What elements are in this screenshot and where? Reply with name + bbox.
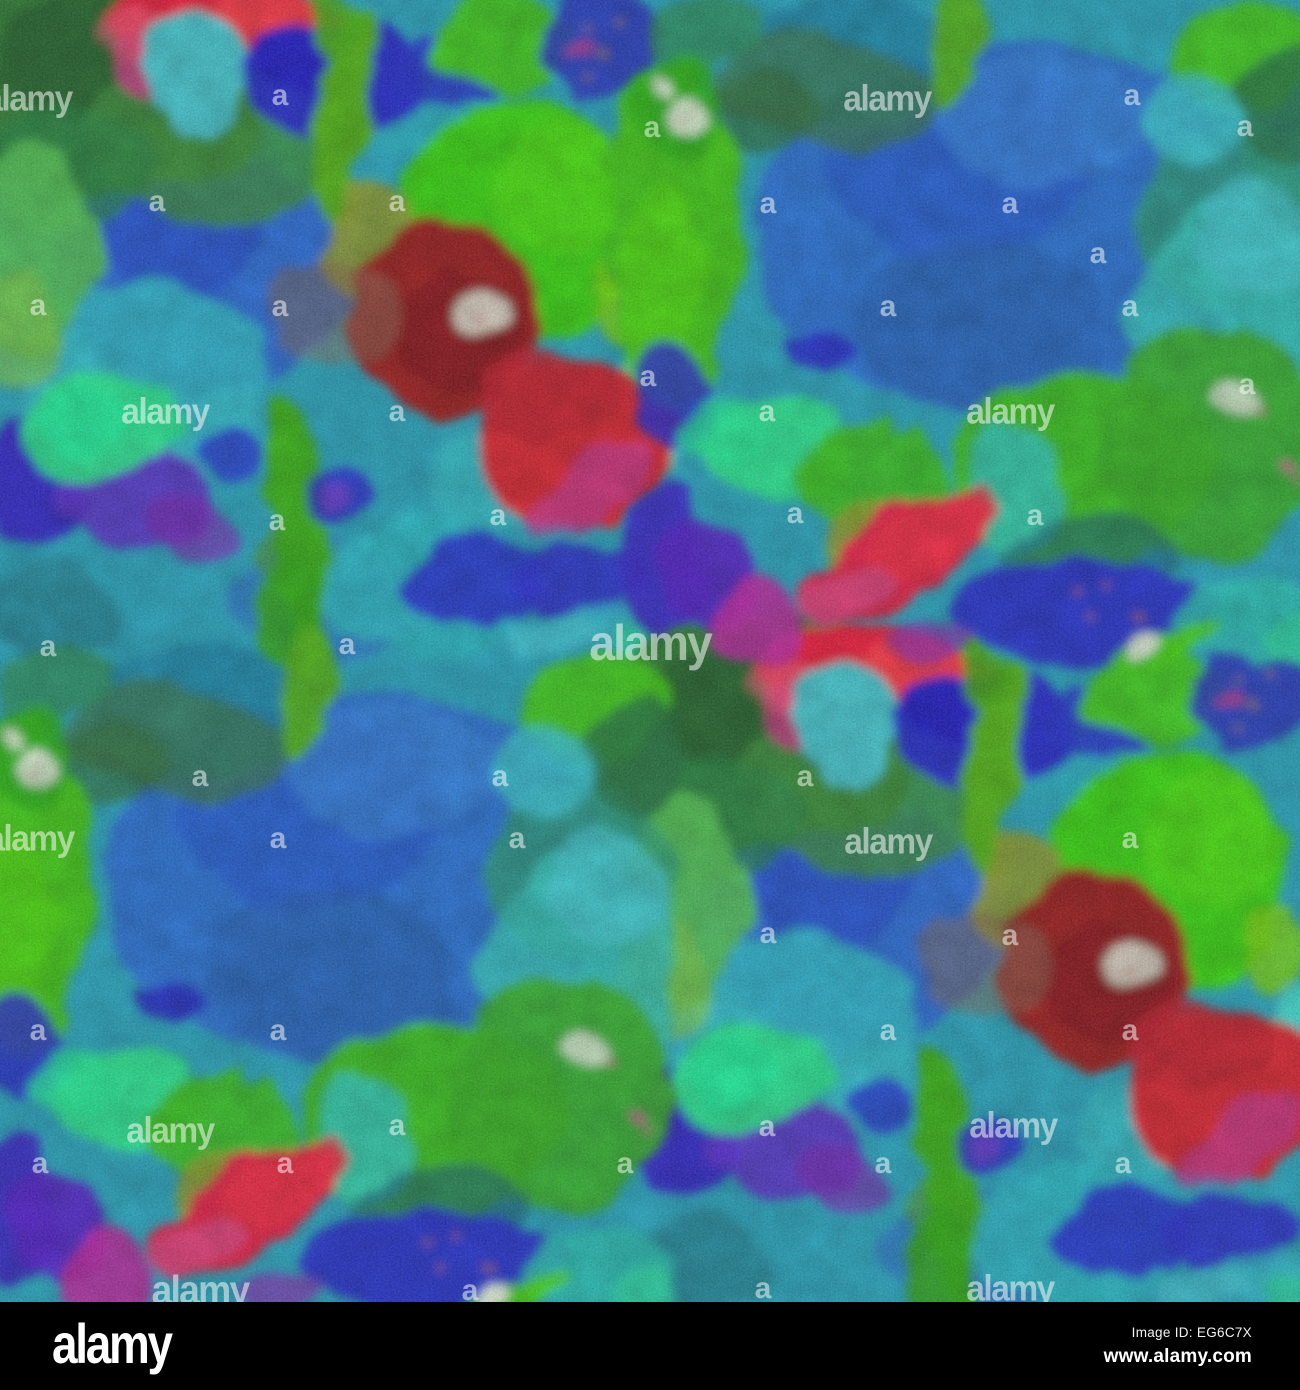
alamy-logo: alamy	[52, 1311, 173, 1375]
image-id-label: Image ID: EG6C7X	[1131, 1324, 1252, 1340]
footer-bar: alamy Image ID: EG6C7X www.alamy.com	[0, 1302, 1300, 1390]
image-credit: Image ID: EG6C7X www.alamy.com	[1104, 1325, 1252, 1368]
watercolor-artwork	[0, 0, 1300, 1302]
grain-light	[0, 0, 1300, 1302]
alamy-url: www.alamy.com	[1103, 1345, 1252, 1367]
watercolor-image: alamyalamyalamyalamyalamyalamyalamyalamy…	[0, 0, 1300, 1302]
